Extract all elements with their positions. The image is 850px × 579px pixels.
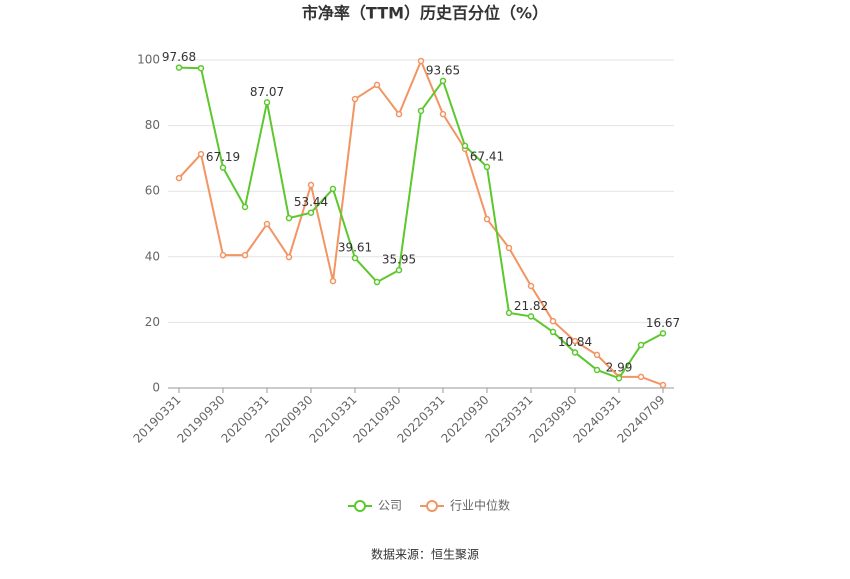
data-label: 67.19 <box>206 150 240 164</box>
data-label: 87.07 <box>250 85 284 99</box>
y-tick-label: 20 <box>145 315 160 329</box>
point <box>197 64 205 72</box>
point <box>263 99 271 106</box>
point <box>439 110 447 118</box>
point <box>593 366 601 374</box>
y-tick-label: 40 <box>145 249 160 263</box>
y-tick-label: 100 <box>137 53 160 67</box>
data-label: 35.95 <box>382 253 416 267</box>
point <box>505 309 513 317</box>
point <box>659 330 667 337</box>
point <box>659 381 667 389</box>
y-tick-label: 60 <box>145 184 160 198</box>
point <box>241 203 249 211</box>
point <box>505 244 513 252</box>
legend-label: 公司 <box>378 499 402 513</box>
data-label: 53.44 <box>294 195 328 209</box>
point <box>219 251 227 259</box>
point <box>483 163 491 171</box>
point <box>197 150 205 158</box>
source: 数据来源：恒生聚源 <box>371 547 479 562</box>
data-label: 97.68 <box>162 50 196 64</box>
point <box>527 313 535 320</box>
point <box>175 174 183 182</box>
point <box>571 337 579 345</box>
point <box>483 215 491 223</box>
data-label: 10.84 <box>558 335 592 349</box>
point <box>549 328 557 336</box>
point <box>351 254 359 262</box>
data-label: 39.61 <box>338 241 372 255</box>
point <box>593 351 601 359</box>
point <box>307 209 315 216</box>
legend-label: 行业中位数 <box>450 498 510 513</box>
point <box>241 251 249 259</box>
data-label: 67.41 <box>470 149 504 163</box>
point <box>417 57 425 65</box>
point <box>219 164 227 171</box>
data-label: 93.65 <box>426 63 460 77</box>
point <box>395 110 403 118</box>
chart-title: 市净率（TTM）历史百分位（%） <box>302 4 548 23</box>
point <box>175 64 183 71</box>
point <box>417 107 425 115</box>
point <box>263 220 271 228</box>
point <box>285 253 293 261</box>
point <box>637 341 645 349</box>
y-tick-label: 80 <box>145 118 160 132</box>
point <box>373 81 381 89</box>
legend-marker <box>426 500 439 512</box>
point <box>615 374 623 382</box>
data-label: 2.99 <box>606 361 633 375</box>
point <box>549 317 557 325</box>
x-tick-label: 20240709 <box>615 393 668 446</box>
y-tick-label: 0 <box>152 381 160 395</box>
point <box>285 214 293 222</box>
point <box>571 349 579 356</box>
point <box>307 181 315 189</box>
point <box>329 185 337 193</box>
point <box>461 142 469 150</box>
point <box>329 277 337 285</box>
data-label: 16.67 <box>646 316 680 330</box>
series-line <box>178 66 664 380</box>
data-label: 21.82 <box>514 299 548 313</box>
point <box>373 278 381 286</box>
point <box>395 266 403 274</box>
point <box>527 282 535 290</box>
legend-marker <box>354 500 366 512</box>
point <box>439 77 447 85</box>
point <box>351 95 359 103</box>
point <box>637 373 645 381</box>
